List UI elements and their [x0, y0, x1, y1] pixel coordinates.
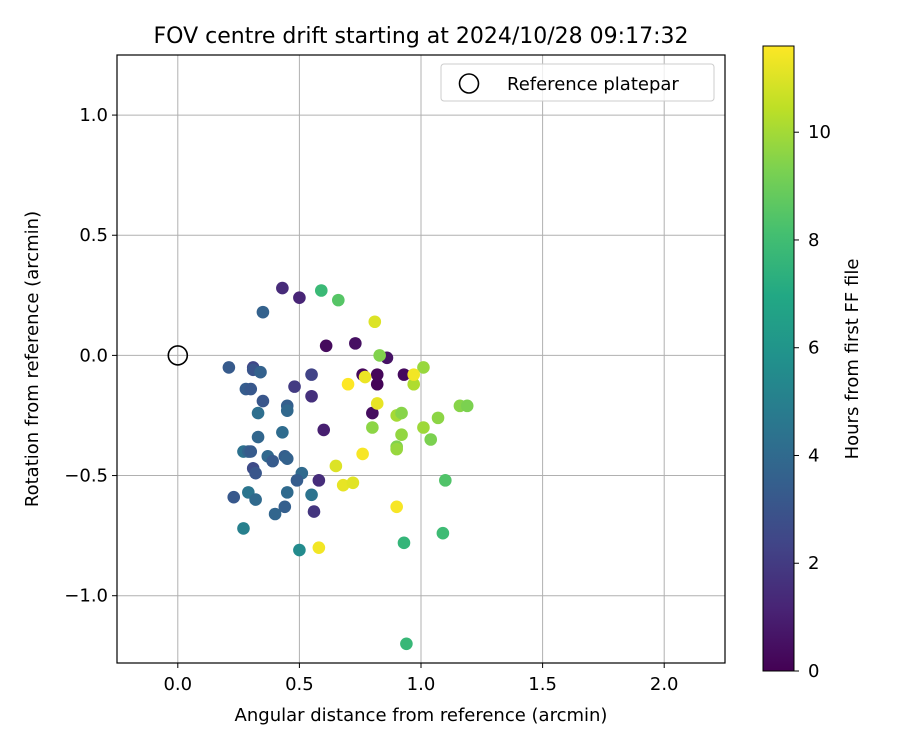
- y-tick-label: −0.5: [64, 466, 108, 487]
- scatter-point: [312, 541, 326, 554]
- scatter-point: [424, 433, 438, 446]
- scatter-point: [373, 349, 386, 362]
- scatter-point: [305, 488, 318, 502]
- legend-box: [440, 63, 715, 102]
- x-tick-label: 2.0: [650, 674, 679, 695]
- scatter-point: [407, 368, 421, 381]
- scatter-point: [244, 382, 258, 396]
- y-axis-ticks: 1.0 0.5 0.0 −0.5 −1.0: [64, 105, 117, 607]
- scatter-point: [400, 637, 413, 651]
- reference-point: [167, 345, 189, 366]
- scatter-point: [288, 380, 301, 393]
- scatter-point: [336, 478, 350, 492]
- colorbar-ticks: 0 2 4 6 8 10: [794, 122, 831, 682]
- y-tick-label: 0.0: [79, 345, 108, 366]
- x-tick-label: 1.0: [407, 674, 436, 695]
- y-tick-label: −1.0: [64, 586, 108, 607]
- scatter-point: [256, 394, 270, 408]
- scatter-point: [256, 305, 270, 319]
- scatter-point: [346, 476, 360, 490]
- scatter-point: [222, 361, 236, 374]
- scatter-point: [356, 447, 369, 461]
- scatter-point: [397, 368, 411, 381]
- legend: Reference platepar: [440, 63, 715, 102]
- y-tick-label: 1.0: [79, 105, 108, 126]
- scatter-point: [290, 474, 304, 487]
- scatter-point: [305, 368, 318, 381]
- scatter-point: [370, 377, 384, 391]
- scatter-point: [280, 452, 294, 466]
- colorbar-tick-label: 0: [808, 661, 819, 682]
- scatter-point: [280, 404, 294, 417]
- scatter-point: [349, 337, 362, 350]
- scatter-point: [276, 425, 289, 439]
- scatter-point: [431, 411, 445, 425]
- grid: [117, 55, 725, 663]
- scatter-point: [329, 459, 343, 473]
- scatter-point: [251, 406, 265, 420]
- scatter-point: [266, 454, 279, 468]
- x-tick-label: 0.5: [285, 674, 314, 695]
- scatter-point: [332, 293, 345, 307]
- scatter-point: [370, 397, 384, 410]
- scatter-point: [305, 389, 318, 403]
- scatter-point: [395, 428, 408, 441]
- colorbar-tick-label: 2: [808, 553, 819, 574]
- chart-title: FOV centre drift starting at 2024/10/28 …: [154, 24, 689, 49]
- scatter-point: [366, 421, 379, 434]
- scatter-point: [407, 377, 421, 391]
- scatter-point: [397, 536, 411, 550]
- colorbar: 0 2 4 6 8 10 Hours from first FF file: [762, 45, 863, 682]
- scatter-point: [358, 370, 372, 384]
- scatter-point: [390, 442, 403, 456]
- legend-label-reference: Reference platepar: [507, 74, 679, 95]
- x-axis-ticks: 0.0 0.5 1.0 1.5 2.0: [163, 663, 679, 695]
- colorbar-tick-label: 10: [808, 122, 831, 143]
- legend-marker-reference: [458, 73, 480, 94]
- colorbar-tick-label: 8: [808, 230, 819, 251]
- colorbar-tick-label: 4: [808, 445, 819, 466]
- colorbar-gradient: [762, 45, 795, 672]
- reference-platepar-marker: [167, 345, 189, 366]
- scatter-point: [254, 365, 267, 379]
- scatter-point: [368, 315, 382, 329]
- scatter-point: [417, 421, 430, 434]
- scatter-point: [341, 377, 355, 391]
- scatter-point: [366, 406, 379, 420]
- scatter-point: [319, 339, 333, 353]
- scatter-point: [395, 406, 408, 420]
- scatter-point: [251, 430, 265, 444]
- scatter-point: [227, 490, 241, 504]
- scatter-point: [280, 486, 294, 499]
- scatter-point: [237, 522, 250, 535]
- x-tick-label: 1.5: [528, 674, 557, 695]
- scatter-point: [249, 493, 262, 506]
- scatter-point: [314, 284, 328, 297]
- scatter-point: [390, 500, 403, 514]
- scatter-point: [276, 281, 289, 295]
- scatter-point: [460, 399, 474, 413]
- colorbar-label: Hours from first FF file: [842, 259, 863, 460]
- scatter-point: [436, 526, 450, 540]
- scatter-point: [293, 291, 306, 305]
- colorbar-tick-label: 6: [808, 338, 819, 359]
- scatter-point: [439, 474, 452, 487]
- scatter-point: [244, 445, 258, 458]
- scatter-point: [307, 505, 321, 518]
- scatter-point: [317, 423, 331, 437]
- scatter-points: [222, 281, 474, 651]
- y-tick-label: 0.5: [79, 225, 108, 246]
- scatter-point: [268, 507, 282, 521]
- x-tick-label: 0.0: [163, 674, 192, 695]
- scatter-point: [278, 500, 292, 514]
- scatter-point: [249, 466, 262, 480]
- scatter-point: [312, 474, 326, 487]
- x-axis-label: Angular distance from reference (arcmin): [235, 705, 608, 726]
- y-axis-label: Rotation from reference (arcmin): [22, 211, 43, 507]
- scatter-point: [293, 543, 306, 557]
- scatter-point: [370, 368, 384, 381]
- scatter-point: [417, 361, 430, 374]
